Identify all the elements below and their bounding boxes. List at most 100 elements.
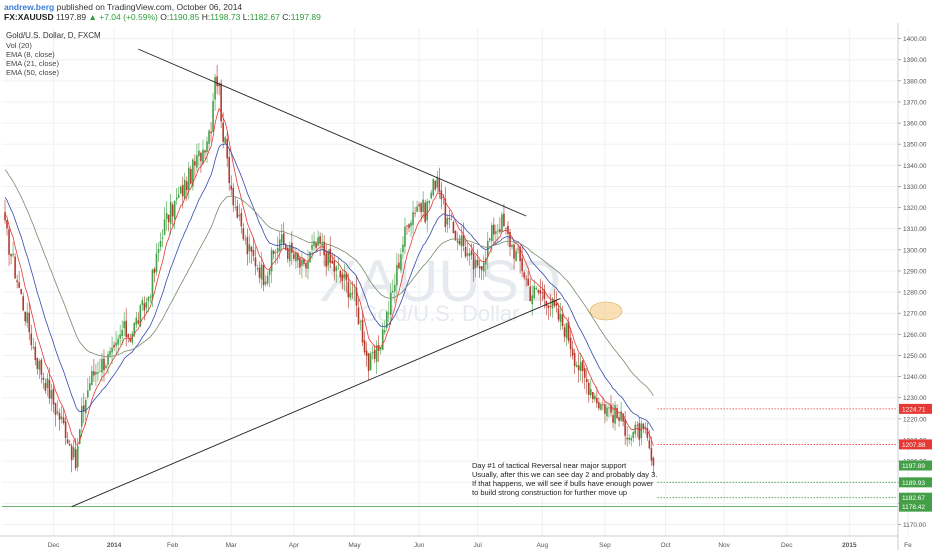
candle-body (412, 212, 414, 225)
candle-body (105, 365, 107, 368)
price-tick-label: 1230.00 (903, 395, 927, 402)
candle-body (375, 345, 378, 362)
trendline-lower[interactable] (71, 297, 561, 508)
candle-body (640, 423, 643, 439)
publish-line: andrew.berg published on TradingView.com… (4, 2, 242, 12)
candle-body (620, 411, 622, 421)
candle-body (472, 253, 475, 270)
candle-body (388, 313, 390, 314)
candle-body (628, 437, 630, 440)
price-tag (899, 501, 932, 512)
price-tick-label: 1350.00 (903, 142, 927, 149)
candle-body (139, 305, 142, 327)
candle-body (630, 438, 632, 441)
candle-body (434, 180, 437, 190)
candle-body (606, 407, 608, 417)
candle-body (339, 270, 342, 278)
low-value: 1182.67 (249, 12, 280, 22)
symbol-label: FX:XAUUSD (4, 12, 54, 22)
candle-body (167, 214, 170, 223)
candle-body (436, 176, 439, 188)
candle-body (511, 244, 513, 247)
candle-body (30, 333, 33, 346)
candle-body (503, 213, 505, 227)
time-tick-label: Aug (537, 542, 549, 549)
candle-body (212, 100, 214, 132)
candle-body (60, 416, 63, 419)
candle-body (20, 289, 22, 294)
candle-body (539, 290, 542, 294)
candle-body (297, 253, 299, 261)
candle-body (127, 334, 130, 338)
candle-body (228, 157, 231, 184)
candle-body (551, 298, 554, 309)
trendline-upper[interactable] (138, 48, 527, 217)
candle-body (141, 300, 144, 305)
candle-body (521, 258, 523, 272)
candle-body (545, 300, 548, 307)
candle-body (214, 77, 216, 100)
time-tick-label: Jun (414, 542, 425, 549)
price-tick-label: 1240.00 (903, 374, 927, 381)
candle-body (493, 224, 495, 235)
candle-body (432, 179, 435, 196)
candle-body (260, 264, 263, 280)
candle-body (517, 248, 519, 250)
legend-title: Gold/U.S. Dollar, D, FXCM (6, 31, 101, 40)
legend-ema21: EMA (21, close) (6, 59, 59, 68)
author-link[interactable]: andrew.berg (4, 2, 55, 12)
time-tick-label: Feb (167, 542, 179, 549)
candle-body (183, 179, 186, 199)
candle-body (474, 259, 477, 268)
open-value: 1190.85 (169, 12, 200, 22)
chart-legend: Gold/U.S. Dollar, D, FXCM Vol (20) EMA (… (6, 31, 101, 77)
candle-body (36, 358, 39, 369)
time-tick-label: Mar (226, 542, 238, 549)
time-axis[interactable]: Dec 2014 Feb Mar Apr May Jun Jul Aug Sep Oct Nov Dec… (0, 535, 912, 549)
candle-body (119, 334, 121, 339)
candle-body (394, 284, 396, 292)
candle-body (169, 201, 172, 224)
candle-body (577, 365, 580, 371)
candle-body (523, 272, 525, 278)
candle-body (307, 261, 309, 269)
price-tag-label: 1197.89 (902, 463, 925, 470)
candle-body (242, 228, 245, 240)
candle-body (117, 338, 119, 345)
price-tick-label: 1370.00 (903, 99, 927, 106)
horizontal-levels (2, 408, 898, 508)
price-tick-label: 1260.00 (903, 332, 927, 339)
annotation-line-1: Day #1 of tactical Reversal near major s… (472, 461, 627, 470)
candle-body (303, 259, 305, 264)
candle-body (113, 344, 115, 348)
candle-body (157, 249, 160, 253)
candle-body (535, 287, 538, 290)
candle-body (200, 152, 202, 162)
candle-body (220, 83, 222, 122)
candle-body (250, 246, 253, 252)
candle-body (111, 347, 113, 353)
candle-body (74, 449, 77, 469)
candle-body (238, 214, 241, 217)
candle-body (93, 371, 95, 376)
candle-body (379, 347, 382, 350)
candle-body (173, 201, 176, 220)
price-tag-label: 1207.88 (902, 442, 926, 449)
candle-body (650, 448, 653, 461)
candle-body (531, 295, 534, 305)
candle-body (181, 184, 184, 197)
candle-body (321, 243, 323, 246)
candle-body (121, 329, 123, 337)
candle-body (501, 214, 503, 232)
candle-body (351, 292, 354, 294)
published-text: published on TradingView.com, October 06… (56, 2, 243, 12)
price-tick-label: 1380.00 (903, 78, 927, 85)
candle-body (208, 130, 210, 144)
candle-body (636, 424, 639, 426)
candle-body (175, 197, 178, 200)
candle-body (610, 404, 612, 413)
candle-body (618, 417, 620, 421)
price-chart[interactable]: XAUUSD Gold/U.S. Dollar Gold/U.S. Dollar… (0, 23, 932, 550)
candle-body (194, 161, 196, 166)
candle-body (484, 258, 487, 265)
